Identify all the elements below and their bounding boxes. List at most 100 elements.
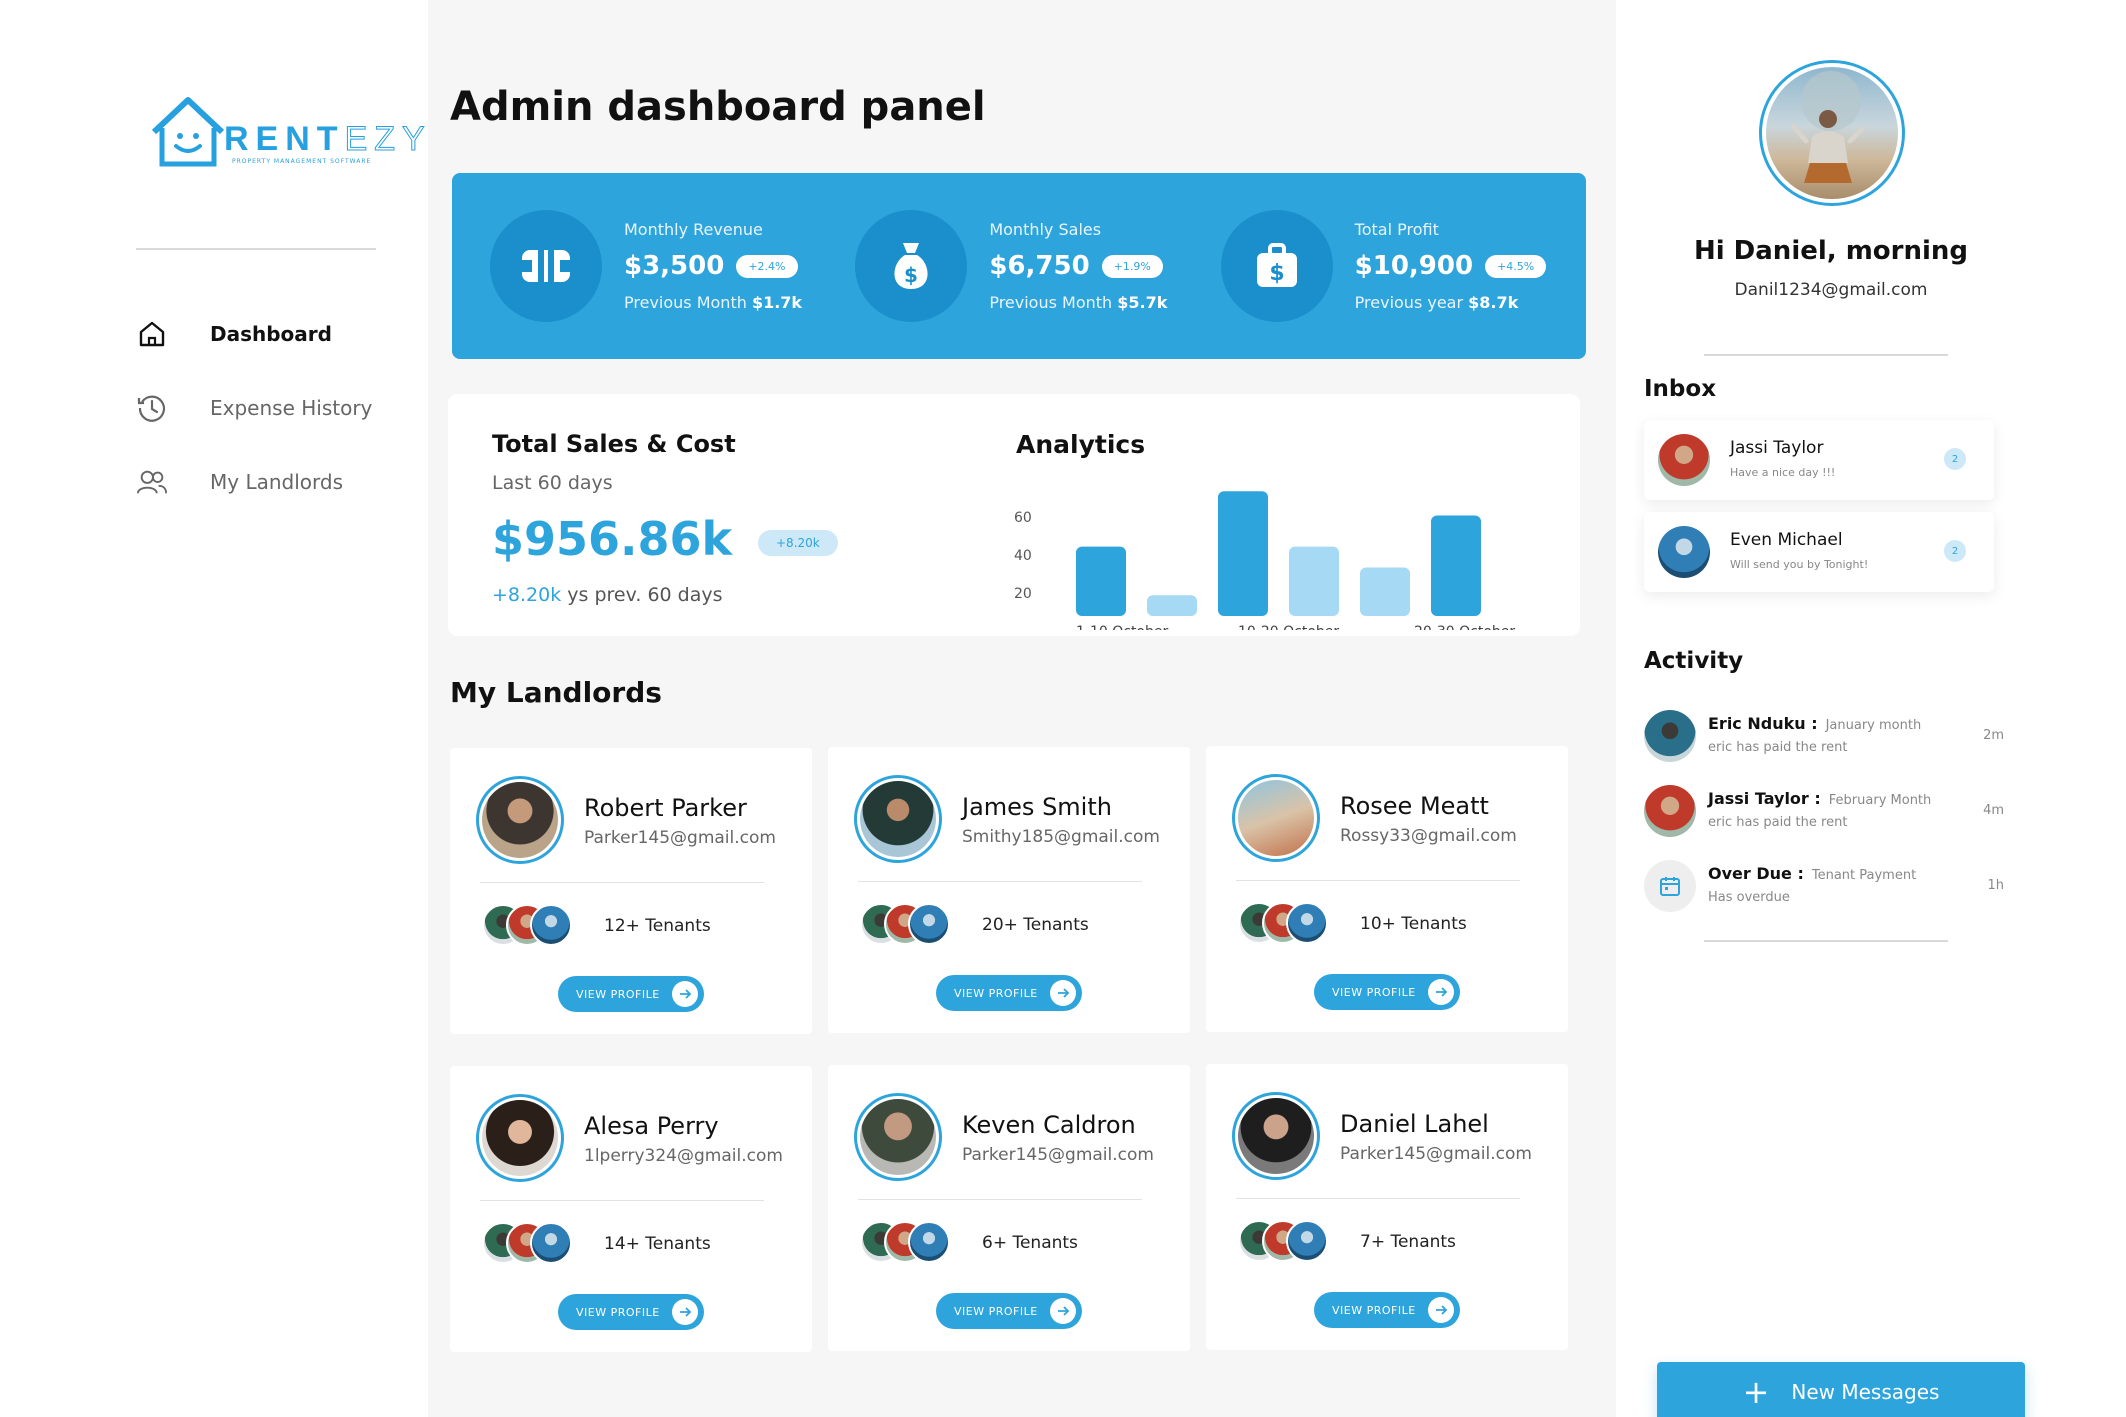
bar-4[interactable] xyxy=(1289,546,1339,616)
history-icon xyxy=(136,392,168,424)
stat-label: Total Profit xyxy=(1354,220,1439,239)
calendar-icon xyxy=(1644,860,1696,912)
avatar xyxy=(1644,710,1696,762)
stat-label: Monthly Revenue xyxy=(624,220,763,239)
profile-avatar[interactable] xyxy=(1759,60,1905,206)
tenant-avatars xyxy=(860,1221,956,1265)
view-profile-label: VIEW PROFILE xyxy=(576,987,660,1001)
view-profile-button[interactable]: VIEW PROFILE xyxy=(1314,1292,1460,1328)
sidebar-item-label: Expense History xyxy=(210,396,373,420)
activity-name: Jassi Taylor : February Month xyxy=(1708,789,1932,808)
x-tick-label: 20-30 October xyxy=(1414,624,1515,630)
svg-text:$: $ xyxy=(904,263,918,287)
bar-6[interactable] xyxy=(1431,515,1481,616)
tenant-count: 6+ Tenants xyxy=(982,1233,1078,1253)
sidebar-item-label: Dashboard xyxy=(210,322,332,346)
svg-text:$: $ xyxy=(1269,261,1284,286)
landlord-card: Alesa Perry 1lperry324@gmail.com 14+ Tenan… xyxy=(450,1066,812,1352)
tenant-count: 12+ Tenants xyxy=(604,916,711,936)
landlord-email: Parker145@gmail.com xyxy=(1340,1144,1532,1164)
avatar[interactable] xyxy=(854,1093,942,1181)
new-messages-label: New Messages xyxy=(1791,1380,1940,1404)
stat-monthly-revenue: Monthly Revenue $3,500 +2.4% Previous Mon… xyxy=(490,210,855,322)
bar-3[interactable] xyxy=(1218,491,1268,616)
bar-5[interactable] xyxy=(1360,567,1410,616)
inbox-sender: Jassi Taylor xyxy=(1730,438,1824,458)
avatar xyxy=(530,904,572,946)
view-profile-button[interactable]: VIEW PROFILE xyxy=(1314,974,1460,1010)
avatar[interactable] xyxy=(476,1094,564,1182)
landlord-name: Daniel Lahel xyxy=(1340,1110,1489,1138)
activity-time: 2m xyxy=(1983,728,2004,743)
stat-change-badge: +4.5% xyxy=(1485,254,1547,278)
avatar[interactable] xyxy=(476,776,564,864)
avatar xyxy=(1658,526,1710,578)
activity-item[interactable]: Over Due : Tenant Payment Has overdue 1h xyxy=(1644,858,2004,918)
stat-total-profit: $ Total Profit $10,900 +4.5% Previous yea… xyxy=(1220,210,1586,322)
card-divider xyxy=(1236,880,1520,881)
landlord-name: Alesa Perry xyxy=(584,1112,719,1140)
stat-previous: Previous year $8.7k xyxy=(1354,293,1519,312)
stat-value: $3,500 xyxy=(624,251,725,281)
tenant-avatars xyxy=(1238,902,1334,946)
stat-label: Monthly Sales xyxy=(989,220,1102,239)
home-icon xyxy=(136,318,168,350)
avatar xyxy=(1658,434,1710,486)
sidebar-item-expense-history[interactable]: Expense History xyxy=(136,390,372,426)
landlord-email: Rossy33@gmail.com xyxy=(1340,826,1517,846)
profile-photo xyxy=(1766,67,1898,199)
inbox-item[interactable]: Even Michael Will send you by Tonight! 2 xyxy=(1644,512,1994,592)
brand-logo[interactable]: RENTEZY PROPERTY MANAGEMENT SOFTWARE xyxy=(148,92,425,172)
user-email: Danil1234@gmail.com xyxy=(1734,280,1928,300)
briefcase-dollar-icon: $ xyxy=(1220,210,1333,322)
sidebar-item-dashboard[interactable]: Dashboard xyxy=(136,316,372,352)
main-content: Admin dashboard panel Monthly Revenue $3… xyxy=(428,0,1616,1417)
avatar[interactable] xyxy=(1232,1092,1320,1180)
sales-comparison: +8.20k ys prev. 60 days xyxy=(492,584,723,606)
new-messages-button[interactable]: + New Messages xyxy=(1657,1362,2025,1417)
bar-2[interactable] xyxy=(1147,595,1197,616)
activity-item[interactable]: Jassi Taylor : February Month eric has pa… xyxy=(1644,783,2004,843)
sidebar-item-my-landlords[interactable]: My Landlords xyxy=(136,464,372,500)
activity-time: 1h xyxy=(1987,878,2004,893)
stat-value: $10,900 xyxy=(1354,251,1474,281)
avatar[interactable] xyxy=(1232,774,1320,862)
avatar-photo xyxy=(860,1099,936,1175)
analytics-title: Analytics xyxy=(1016,430,1146,459)
sidebar: RENTEZY PROPERTY MANAGEMENT SOFTWARE Das… xyxy=(0,0,428,1417)
stat-previous: Previous Month $5.7k xyxy=(989,293,1168,312)
avatar[interactable] xyxy=(854,775,942,863)
inbox-title: Inbox xyxy=(1644,376,1717,402)
view-profile-button[interactable]: VIEW PROFILE xyxy=(936,975,1082,1011)
view-profile-button[interactable]: VIEW PROFILE xyxy=(558,1294,704,1330)
avatar xyxy=(1286,902,1328,944)
arrow-right-icon xyxy=(1050,1298,1076,1324)
activity-item[interactable]: Eric Nduku : January month eric has paid … xyxy=(1644,708,2004,768)
arrow-right-icon xyxy=(1428,1297,1454,1323)
greeting: Hi Daniel, morning xyxy=(1693,236,1969,266)
brand-name: RENTEZY xyxy=(224,120,432,159)
landlord-name: Robert Parker xyxy=(584,794,747,822)
sales-badge: +8.20k xyxy=(758,530,838,556)
avatar-photo xyxy=(860,781,936,857)
landlord-name: Rosee Meatt xyxy=(1340,792,1489,820)
view-profile-label: VIEW PROFILE xyxy=(1332,985,1416,999)
card-divider xyxy=(1236,1198,1520,1199)
view-profile-button[interactable]: VIEW PROFILE xyxy=(558,976,704,1012)
landlord-email: Smithy185@gmail.com xyxy=(962,827,1160,847)
arrow-right-icon xyxy=(1428,979,1454,1005)
tenant-count: 10+ Tenants xyxy=(1360,914,1467,934)
activity-desc: Has overdue xyxy=(1708,890,1790,905)
inbox-item[interactable]: Jassi Taylor Have a nice day !!! 2 xyxy=(1644,420,1994,500)
view-profile-label: VIEW PROFILE xyxy=(576,1305,660,1319)
stats-banner: Monthly Revenue $3,500 +2.4% Previous Mon… xyxy=(452,173,1586,359)
landlord-card: Daniel Lahel Parker145@gmail.com 7+ Tenant… xyxy=(1206,1064,1568,1350)
bar-1[interactable] xyxy=(1076,546,1126,616)
landlord-name: James Smith xyxy=(962,793,1112,821)
avatar xyxy=(1286,1220,1328,1262)
view-profile-button[interactable]: VIEW PROFILE xyxy=(936,1293,1082,1329)
sidebar-nav: Dashboard Expense History My Landlords xyxy=(136,316,372,538)
activity-desc: eric has paid the rent xyxy=(1708,740,1848,755)
avatar xyxy=(1644,785,1696,837)
y-tick-label: 40 xyxy=(1014,548,1032,564)
